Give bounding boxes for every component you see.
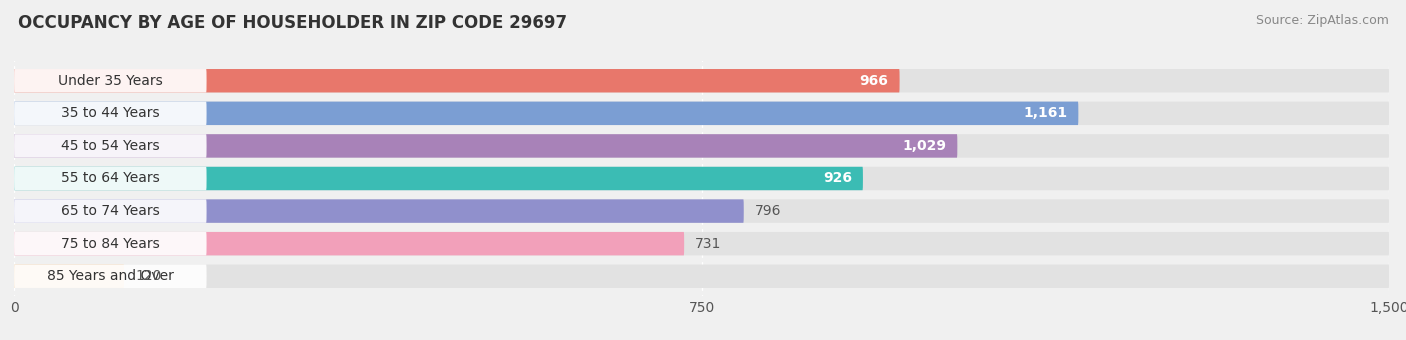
- Text: 731: 731: [695, 237, 721, 251]
- Text: 966: 966: [859, 74, 889, 88]
- FancyBboxPatch shape: [14, 232, 207, 255]
- FancyBboxPatch shape: [14, 134, 1389, 158]
- FancyBboxPatch shape: [14, 167, 1389, 190]
- FancyBboxPatch shape: [14, 134, 207, 158]
- FancyBboxPatch shape: [14, 199, 744, 223]
- FancyBboxPatch shape: [14, 69, 1389, 92]
- Text: 796: 796: [755, 204, 782, 218]
- Text: 35 to 44 Years: 35 to 44 Years: [60, 106, 160, 120]
- Text: 55 to 64 Years: 55 to 64 Years: [60, 171, 160, 186]
- Text: 85 Years and Over: 85 Years and Over: [46, 269, 174, 283]
- FancyBboxPatch shape: [14, 102, 1389, 125]
- FancyBboxPatch shape: [14, 265, 124, 288]
- Text: 1,161: 1,161: [1024, 106, 1067, 120]
- FancyBboxPatch shape: [14, 102, 207, 125]
- FancyBboxPatch shape: [14, 167, 863, 190]
- Text: 45 to 54 Years: 45 to 54 Years: [60, 139, 160, 153]
- FancyBboxPatch shape: [14, 167, 207, 190]
- Text: 120: 120: [135, 269, 162, 283]
- Text: 75 to 84 Years: 75 to 84 Years: [60, 237, 160, 251]
- Text: 65 to 74 Years: 65 to 74 Years: [60, 204, 160, 218]
- Text: Source: ZipAtlas.com: Source: ZipAtlas.com: [1256, 14, 1389, 27]
- FancyBboxPatch shape: [14, 265, 1389, 288]
- Text: 1,029: 1,029: [903, 139, 946, 153]
- FancyBboxPatch shape: [14, 69, 900, 92]
- FancyBboxPatch shape: [14, 134, 957, 158]
- Text: OCCUPANCY BY AGE OF HOUSEHOLDER IN ZIP CODE 29697: OCCUPANCY BY AGE OF HOUSEHOLDER IN ZIP C…: [18, 14, 568, 32]
- FancyBboxPatch shape: [14, 265, 207, 288]
- FancyBboxPatch shape: [14, 232, 685, 255]
- FancyBboxPatch shape: [14, 199, 207, 223]
- FancyBboxPatch shape: [14, 69, 207, 92]
- Text: 926: 926: [823, 171, 852, 186]
- FancyBboxPatch shape: [14, 232, 1389, 255]
- FancyBboxPatch shape: [14, 102, 1078, 125]
- Text: Under 35 Years: Under 35 Years: [58, 74, 163, 88]
- FancyBboxPatch shape: [14, 199, 1389, 223]
